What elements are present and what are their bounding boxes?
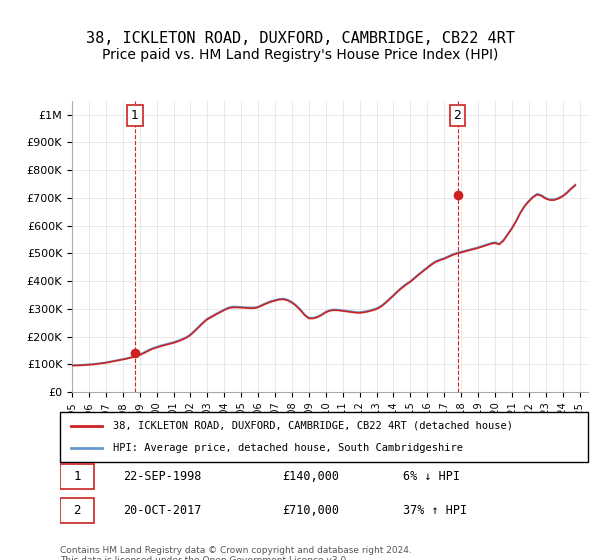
Text: 1: 1 xyxy=(73,470,80,483)
Text: 37% ↑ HPI: 37% ↑ HPI xyxy=(403,504,467,517)
FancyBboxPatch shape xyxy=(60,497,94,523)
Text: 6% ↓ HPI: 6% ↓ HPI xyxy=(403,470,460,483)
Text: 20-OCT-2017: 20-OCT-2017 xyxy=(124,504,202,517)
Text: 2: 2 xyxy=(73,504,80,517)
Text: 1: 1 xyxy=(131,109,139,122)
Text: 2: 2 xyxy=(454,109,461,122)
Text: 22-SEP-1998: 22-SEP-1998 xyxy=(124,470,202,483)
Text: 38, ICKLETON ROAD, DUXFORD, CAMBRIDGE, CB22 4RT (detached house): 38, ICKLETON ROAD, DUXFORD, CAMBRIDGE, C… xyxy=(113,421,513,431)
Text: 38, ICKLETON ROAD, DUXFORD, CAMBRIDGE, CB22 4RT: 38, ICKLETON ROAD, DUXFORD, CAMBRIDGE, C… xyxy=(86,31,514,46)
Text: £710,000: £710,000 xyxy=(282,504,339,517)
Text: Contains HM Land Registry data © Crown copyright and database right 2024.
This d: Contains HM Land Registry data © Crown c… xyxy=(60,546,412,560)
FancyBboxPatch shape xyxy=(60,464,94,489)
Text: HPI: Average price, detached house, South Cambridgeshire: HPI: Average price, detached house, Sout… xyxy=(113,443,463,453)
Text: Price paid vs. HM Land Registry's House Price Index (HPI): Price paid vs. HM Land Registry's House … xyxy=(102,48,498,62)
Text: £140,000: £140,000 xyxy=(282,470,339,483)
FancyBboxPatch shape xyxy=(60,412,588,462)
